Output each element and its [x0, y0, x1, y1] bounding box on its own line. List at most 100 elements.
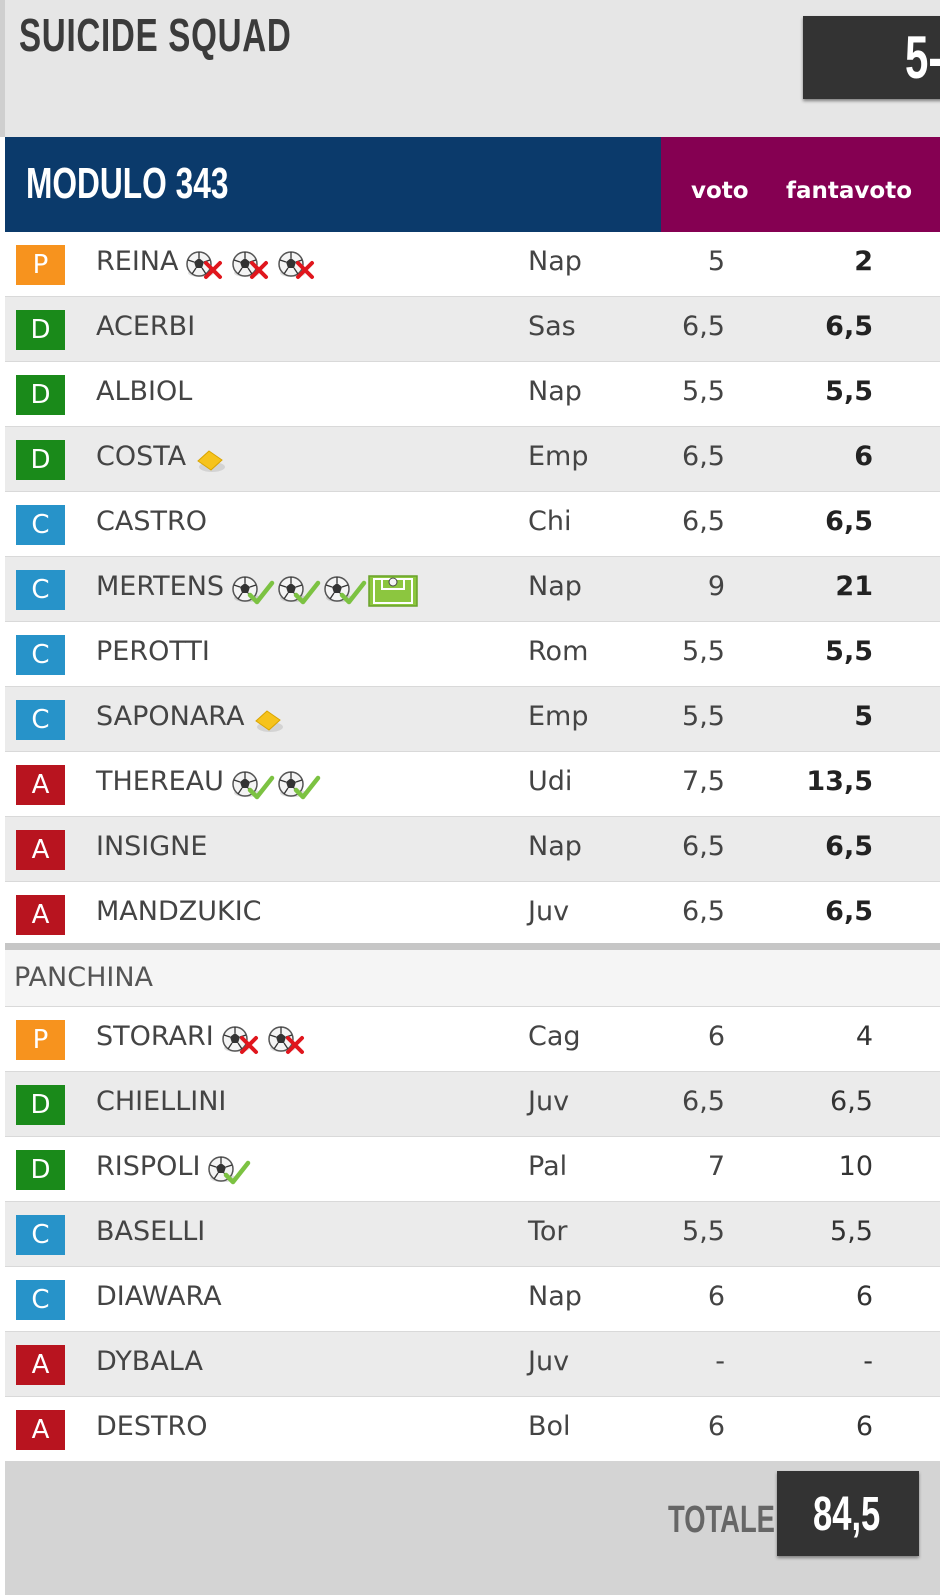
- role-badge: A: [16, 1410, 65, 1450]
- player-row[interactable]: A DESTRO Bol 6 6: [5, 1397, 940, 1462]
- player-row[interactable]: A INSIGNE Nap 6,5 6,5: [5, 817, 940, 882]
- column-header-voto: voto: [691, 178, 749, 204]
- player-row[interactable]: C PEROTTI Rom 5,5 5,5: [5, 622, 940, 687]
- player-name[interactable]: MERTENS: [96, 571, 225, 602]
- player-row[interactable]: D ALBIOL Nap 5,5 5,5: [5, 362, 940, 427]
- role-badge: C: [16, 700, 65, 740]
- yellow-card-icon: [250, 705, 296, 737]
- role-badge: C: [16, 1215, 65, 1255]
- voto-value: 6: [707, 1021, 725, 1052]
- role-badge: C: [16, 635, 65, 675]
- player-name[interactable]: STORARI: [96, 1021, 214, 1052]
- voto-value: 6,5: [682, 311, 725, 342]
- role-badge: C: [16, 1280, 65, 1320]
- player-name[interactable]: DYBALA: [96, 1346, 203, 1377]
- player-name[interactable]: THEREAU: [96, 766, 224, 797]
- player-name[interactable]: MANDZUKIC: [96, 896, 262, 927]
- player-row[interactable]: C DIAWARA Nap 6 6: [5, 1267, 940, 1332]
- player-name[interactable]: PEROTTI: [96, 636, 210, 667]
- player-name[interactable]: ALBIOL: [96, 376, 193, 407]
- role-badge: D: [16, 1150, 65, 1190]
- player-row[interactable]: D COSTA Emp 6,5 6: [5, 427, 940, 492]
- player-row[interactable]: C BASELLI Tor 5,5 5,5: [5, 1202, 940, 1267]
- role-badge: A: [16, 765, 65, 805]
- event-icons: [206, 1155, 252, 1187]
- voto-value: -: [715, 1346, 725, 1377]
- total-box: 84,5: [777, 1471, 919, 1556]
- fantavoto-value: 13,5: [806, 766, 873, 797]
- player-row[interactable]: C SAPONARA Emp 5,5 5: [5, 687, 940, 752]
- club-name: Udi: [528, 766, 573, 797]
- role-badge: D: [16, 1085, 65, 1125]
- total-label: TOTALE: [668, 1499, 775, 1541]
- club-name: Emp: [528, 701, 589, 732]
- voto-value: 9: [707, 571, 725, 602]
- fantavoto-value: 21: [835, 571, 873, 602]
- club-name: Juv: [528, 1346, 570, 1377]
- club-name: Cag: [528, 1021, 581, 1052]
- divider: [5, 943, 940, 950]
- starters-list: P REINA Nap 5 2 D ACERBI Sas 6,5 6,5 D ALBIOL Nap 5,5…: [5, 232, 940, 947]
- fantavoto-value: 6,5: [825, 896, 873, 927]
- bench-list: P STORARI Cag 6 4 D CHIELLINI Juv 6,5 6,5 D RISPOLI…: [5, 1007, 940, 1462]
- player-name[interactable]: SAPONARA: [96, 701, 245, 732]
- player-name[interactable]: BASELLI: [96, 1216, 206, 1247]
- club-name: Bol: [528, 1411, 571, 1442]
- player-row[interactable]: P STORARI Cag 6 4: [5, 1007, 940, 1072]
- fantavoto-value: 5,5: [825, 636, 873, 667]
- team-header: SUICIDE SQUAD 5-: [0, 0, 940, 137]
- role-badge: A: [16, 1345, 65, 1385]
- voto-value: 6,5: [682, 896, 725, 927]
- goal-conceded-icon: [230, 250, 276, 282]
- voto-value: 5,5: [682, 376, 725, 407]
- player-row[interactable]: C CASTRO Chi 6,5 6,5: [5, 492, 940, 557]
- player-row[interactable]: D ACERBI Sas 6,5 6,5: [5, 297, 940, 362]
- fantavoto-value: 6,5: [825, 506, 873, 537]
- player-name[interactable]: INSIGNE: [96, 831, 208, 862]
- event-icons: [220, 1025, 312, 1057]
- role-badge: P: [16, 1020, 65, 1060]
- player-name[interactable]: ACERBI: [96, 311, 196, 342]
- club-name: Emp: [528, 441, 589, 472]
- voto-value: 6: [707, 1281, 725, 1312]
- player-row[interactable]: C MERTENS Nap 9 21: [5, 557, 940, 622]
- player-name[interactable]: COSTA: [96, 441, 187, 472]
- voto-value: 5: [707, 246, 725, 277]
- total-value: 84,5: [813, 1488, 881, 1541]
- club-name: Nap: [528, 246, 582, 277]
- club-name: Rom: [528, 636, 589, 667]
- bench-label: PANCHINA: [14, 962, 154, 993]
- player-row[interactable]: D RISPOLI Pal 7 10: [5, 1137, 940, 1202]
- player-name[interactable]: DESTRO: [96, 1411, 208, 1442]
- club-name: Nap: [528, 571, 582, 602]
- event-icons: [184, 250, 322, 282]
- team-name: SUICIDE SQUAD: [19, 9, 292, 61]
- player-name[interactable]: CHIELLINI: [96, 1086, 227, 1117]
- event-icons: [230, 575, 420, 607]
- player-name[interactable]: RISPOLI: [96, 1151, 201, 1182]
- fantavoto-value: 6,5: [825, 311, 873, 342]
- player-name[interactable]: DIAWARA: [96, 1281, 222, 1312]
- goal-scored-icon: [276, 770, 322, 802]
- score-box: 5-: [803, 16, 940, 99]
- role-badge: C: [16, 505, 65, 545]
- player-row[interactable]: A MANDZUKIC Juv 6,5 6,5: [5, 882, 940, 947]
- player-name[interactable]: REINA: [96, 246, 179, 277]
- fantavoto-value: 6: [855, 1281, 873, 1312]
- player-name[interactable]: CASTRO: [96, 506, 207, 537]
- goal-scored-icon: [230, 575, 276, 607]
- fantavoto-value: 2: [854, 246, 873, 277]
- player-row[interactable]: A DYBALA Juv - -: [5, 1332, 940, 1397]
- assist-icon: [368, 575, 420, 607]
- player-row[interactable]: D CHIELLINI Juv 6,5 6,5: [5, 1072, 940, 1137]
- goal-scored-icon: [230, 770, 276, 802]
- player-row[interactable]: A THEREAU Udi 7,5 13,5: [5, 752, 940, 817]
- club-name: Nap: [528, 831, 582, 862]
- club-name: Nap: [528, 1281, 582, 1312]
- fantavoto-value: 6: [854, 441, 873, 472]
- club-name: Pal: [528, 1151, 568, 1182]
- player-row[interactable]: P REINA Nap 5 2: [5, 232, 940, 297]
- goal-conceded-icon: [184, 250, 230, 282]
- score-value: 5-: [905, 24, 940, 91]
- goal-scored-icon: [322, 575, 368, 607]
